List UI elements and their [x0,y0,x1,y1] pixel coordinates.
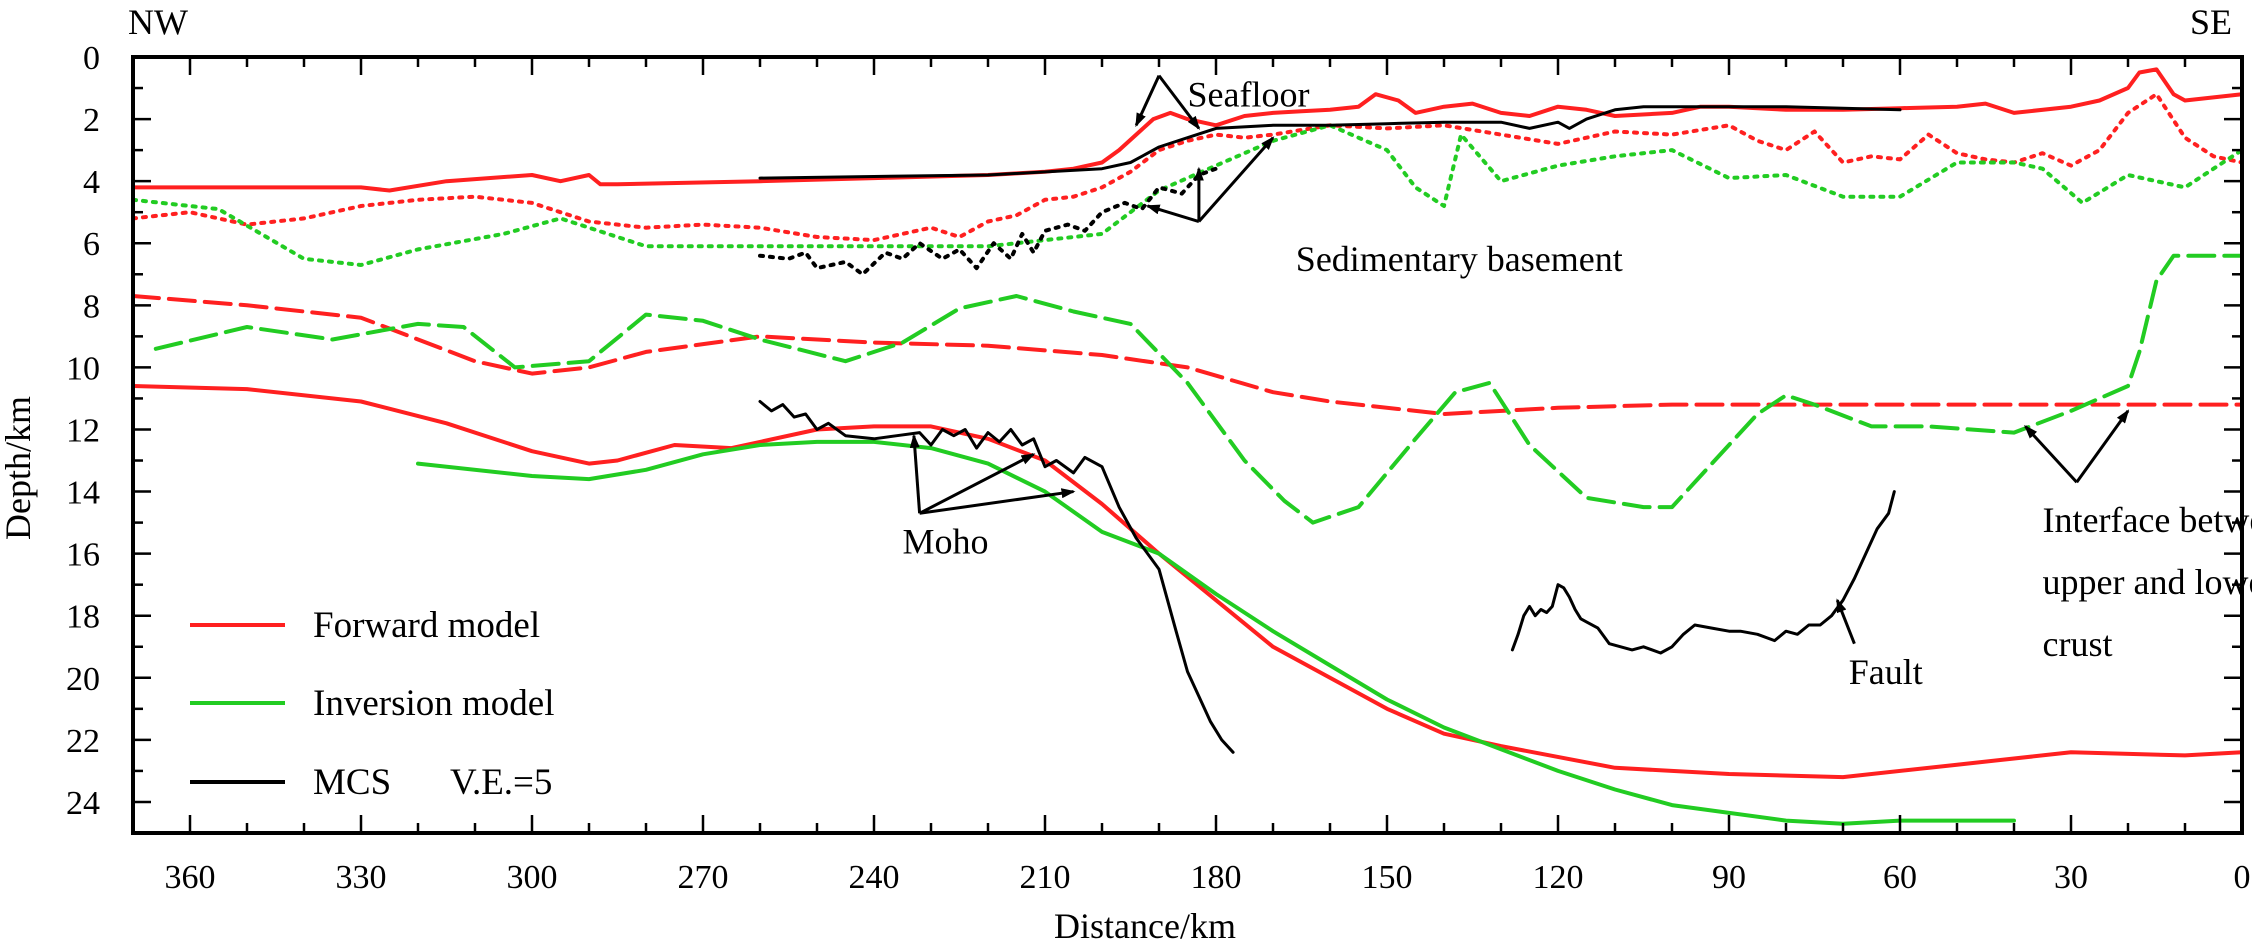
y-tick-label: 8 [83,288,100,325]
x-tick-label: 60 [1883,859,1917,896]
series-line-inversion-model-moho [416,439,2016,826]
orientation-label-right: SE [2190,2,2232,42]
annotation-sed-base: Sedimentary basement [1296,239,1623,279]
annotation-arrow-sed-base [1197,136,1275,223]
x-tick-label: 120 [1533,859,1584,896]
series-line-forward-model-moho [131,384,2244,780]
x-tick-label: 360 [165,859,216,896]
x-tick-label: 180 [1191,859,1242,896]
y-tick-label: 22 [66,723,100,760]
x-tick-label: 0 [2234,859,2251,896]
annotation-arrow-moho [918,452,1036,515]
legend-label-mcs: MCS [313,762,391,803]
y-tick-label: 16 [66,537,100,574]
tick-labels: 360 330 300 270 240 210 180 150 120 90 60 30 0024681… [66,40,2251,896]
series-line-forward-model-seafloor [131,67,2244,193]
annotation-interface-3: crust [2043,624,2113,664]
annotation-moho: Moho [903,522,989,562]
legend-label-inversion: Inversion model [313,683,554,724]
y-tick-label: 24 [66,785,100,822]
annotation-layer: Seafloor Sedimentary basement Moho Interfac… [903,75,2252,692]
series-line-mcs-fault [1510,490,1896,655]
series-line-inversion-model-sedimentary-basement [131,123,2244,267]
series-line-mcs-sedimentary-basement [758,166,1218,277]
annotation-arrow-fault [1835,598,1856,645]
x-tick-label: 210 [1020,859,1071,896]
series-line-mcs-seafloor [758,105,1902,180]
plot-frame [131,55,2244,835]
y-tick-label: 14 [66,475,100,512]
y-tick-label: 20 [66,661,100,698]
annotation-arrow-seafloor [1157,74,1201,130]
orientation-label-left: NW [128,2,188,42]
x-tick-label: 90 [1712,859,1746,896]
x-tick-label: 300 [507,859,558,896]
annotation-arrow-seafloor [1134,74,1161,128]
x-tick-label: 30 [2054,859,2088,896]
series-line-forward-model-sedimentary-basement [131,92,2244,243]
x-tick-label: 240 [849,859,900,896]
x-tick-label: 330 [336,859,387,896]
axis-ticks [131,55,2244,835]
annotation-arrows [909,74,2130,645]
y-tick-label: 6 [83,226,100,263]
y-tick-label: 4 [83,164,100,201]
y-tick-label: 12 [66,412,100,449]
plot-area-border [131,55,2244,835]
y-tick-label: 10 [66,350,100,387]
annotation-arrow-sed-base [1145,204,1200,223]
y-axis-title: Depth/km [0,396,38,540]
y-tick-label: 0 [83,40,100,77]
legend-label-forward: Forward model [313,605,540,646]
annotation-arrow-moho [919,488,1076,515]
legend: Forward model Inversion model MCS V.E.=5 [190,605,554,803]
annotation-arrow-moho [909,433,922,514]
series-line-forward-model-interface-between-upper-and-lower-crust [131,294,2244,416]
annotation-interface-1: Interface between [2043,500,2252,540]
x-tick-label: 150 [1362,859,1413,896]
legend-ve-label: V.E.=5 [450,762,552,803]
annotation-fault: Fault [1849,652,1923,692]
y-tick-label: 2 [83,102,100,139]
series-line-inversion-model-interface-between-upper-and-lower-crust [153,253,2244,525]
x-tick-label: 270 [678,859,729,896]
annotation-arrow-interface [2075,409,2130,484]
y-tick-label: 18 [66,599,100,636]
annotation-seafloor: Seafloor [1188,75,1310,115]
x-axis-title: Distance/km [1054,906,1236,945]
annotation-arrow-interface [2024,424,2078,484]
series-layer [131,67,2244,826]
annotation-interface-2: upper and lower [2043,562,2252,602]
series-line-mcs-moho [758,400,1235,754]
